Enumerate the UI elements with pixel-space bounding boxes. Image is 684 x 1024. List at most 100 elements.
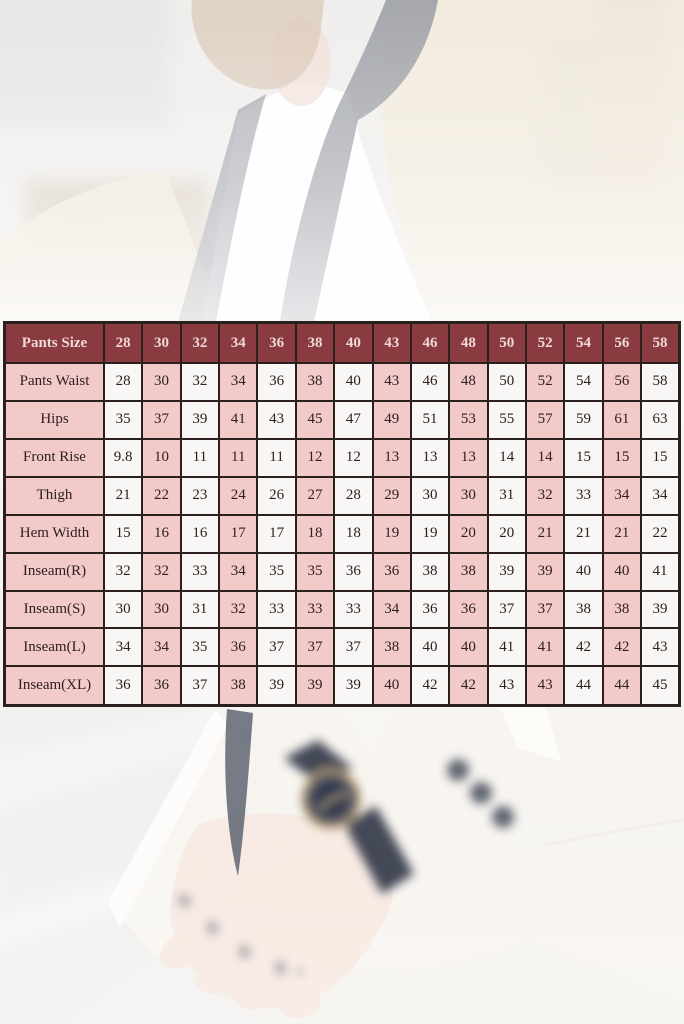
value-cell: 38 [294, 362, 336, 402]
column-header-38: 38 [294, 321, 336, 364]
value-cell: 43 [486, 665, 527, 707]
value-cell: 33 [294, 589, 336, 630]
row-label: Inseam(R) [3, 551, 105, 592]
value-cell: 46 [409, 362, 451, 402]
value-cell: 40 [371, 665, 412, 707]
value-cell: 59 [563, 399, 604, 440]
value-cell: 36 [333, 551, 374, 592]
table-row: Pants Waist 28 30 32 34 36 38 40 43 46 48 50 52 54 56 5… [3, 362, 681, 402]
value-cell: 49 [371, 399, 412, 440]
value-cell: 34 [640, 475, 681, 516]
value-cell: 47 [333, 399, 374, 440]
value-cell: 33 [179, 551, 221, 592]
value-cell: 44 [601, 665, 643, 707]
value-cell: 17 [256, 513, 297, 554]
value-cell: 23 [179, 475, 221, 516]
value-cell: 15 [601, 437, 643, 478]
value-cell: 43 [256, 399, 297, 440]
value-cell: 14 [486, 437, 527, 478]
value-cell: 50 [486, 362, 527, 402]
value-cell: 36 [141, 665, 182, 707]
value-cell: 42 [448, 665, 489, 707]
value-cell: 30 [409, 475, 451, 516]
value-cell: 31 [486, 475, 527, 516]
value-cell: 13 [371, 437, 412, 478]
column-header-28: 28 [102, 321, 144, 364]
value-cell: 22 [141, 475, 182, 516]
value-cell: 10 [141, 437, 182, 478]
value-cell: 13 [448, 437, 489, 478]
value-cell: 38 [563, 589, 604, 630]
value-cell: 26 [256, 475, 297, 516]
value-cell: 34 [218, 551, 259, 592]
value-cell: 35 [179, 627, 221, 668]
value-cell: 41 [486, 627, 527, 668]
value-cell: 57 [524, 399, 566, 440]
row-label: Thigh [3, 475, 105, 516]
value-cell: 27 [294, 475, 336, 516]
value-cell: 34 [141, 627, 182, 668]
value-cell: 40 [409, 627, 451, 668]
pants-size-chart-table: Pants Size 28 30 32 34 36 38 40 43 46 48 50 52 54 56 58… [3, 321, 681, 707]
value-cell: 28 [333, 475, 374, 516]
value-cell: 55 [486, 399, 527, 440]
value-cell: 40 [601, 551, 643, 592]
column-header-48: 48 [448, 321, 489, 364]
table-row: Hips 35 37 39 41 43 45 47 49 51 53 55 57 59 61 63 [3, 399, 681, 440]
value-cell: 37 [179, 665, 221, 707]
row-label: Hem Width [3, 513, 105, 554]
value-cell: 34 [371, 589, 412, 630]
value-cell: 19 [371, 513, 412, 554]
value-cell: 16 [141, 513, 182, 554]
value-cell: 40 [563, 551, 604, 592]
value-cell: 17 [218, 513, 259, 554]
row-label: Inseam(L) [3, 627, 105, 668]
value-cell: 43 [640, 627, 681, 668]
value-cell: 11 [218, 437, 259, 478]
watch [284, 740, 414, 894]
value-cell: 30 [141, 589, 182, 630]
value-cell: 36 [218, 627, 259, 668]
value-cell: 19 [409, 513, 451, 554]
value-cell: 36 [102, 665, 144, 707]
row-label: Inseam(S) [3, 589, 105, 630]
value-cell: 38 [218, 665, 259, 707]
value-cell: 45 [640, 665, 681, 707]
column-header-58: 58 [640, 321, 681, 364]
cuff-buttons [447, 759, 514, 828]
value-cell: 21 [102, 475, 144, 516]
value-cell: 30 [141, 362, 182, 402]
column-header-34: 34 [218, 321, 259, 364]
value-cell: 21 [601, 513, 643, 554]
value-cell: 20 [486, 513, 527, 554]
value-cell: 32 [179, 362, 221, 402]
value-cell: 42 [409, 665, 451, 707]
value-cell: 28 [102, 362, 144, 402]
value-cell: 30 [102, 589, 144, 630]
column-header-43: 43 [371, 321, 412, 364]
column-header-30: 30 [141, 321, 182, 364]
value-cell: 38 [409, 551, 451, 592]
value-cell: 33 [256, 589, 297, 630]
value-cell: 39 [640, 589, 681, 630]
value-cell: 42 [601, 627, 643, 668]
table-row: Inseam(S) 30 30 31 32 33 33 33 34 36 36 37 37 38 38 39 [3, 589, 681, 630]
value-cell: 38 [601, 589, 643, 630]
value-cell: 20 [448, 513, 489, 554]
value-cell: 37 [333, 627, 374, 668]
column-header-54: 54 [563, 321, 604, 364]
value-cell: 35 [294, 551, 336, 592]
value-cell: 33 [563, 475, 604, 516]
value-cell: 15 [563, 437, 604, 478]
value-cell: 18 [294, 513, 336, 554]
row-label: Front Rise [3, 437, 105, 478]
value-cell: 13 [409, 437, 451, 478]
column-header-32: 32 [179, 321, 221, 364]
row-label: Inseam(XL) [3, 665, 105, 707]
watch-strap-lower [344, 806, 414, 894]
value-cell: 37 [256, 627, 297, 668]
value-cell: 58 [640, 362, 681, 402]
value-cell: 22 [640, 513, 681, 554]
value-cell: 24 [218, 475, 259, 516]
